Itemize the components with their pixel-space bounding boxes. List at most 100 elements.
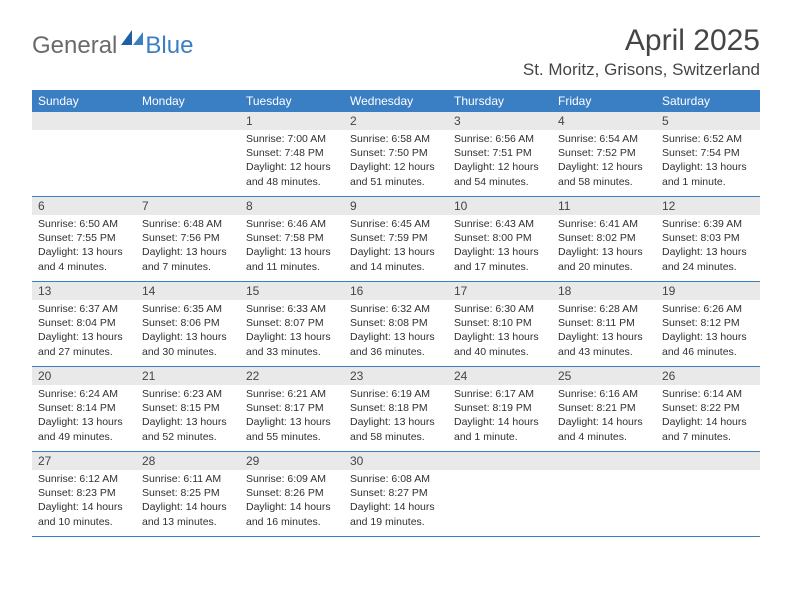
day-cell: 20Sunrise: 6:24 AMSunset: 8:14 PMDayligh… xyxy=(32,367,136,451)
sunset-text: Sunset: 8:19 PM xyxy=(454,401,546,415)
day-content: Sunrise: 6:28 AMSunset: 8:11 PMDaylight:… xyxy=(552,300,656,363)
day-number-empty xyxy=(656,452,760,470)
day-content: Sunrise: 6:12 AMSunset: 8:23 PMDaylight:… xyxy=(32,470,136,533)
day-cell: 5Sunrise: 6:52 AMSunset: 7:54 PMDaylight… xyxy=(656,112,760,196)
sunset-text: Sunset: 7:50 PM xyxy=(350,146,442,160)
day-number: 10 xyxy=(448,197,552,215)
week-row: 6Sunrise: 6:50 AMSunset: 7:55 PMDaylight… xyxy=(32,197,760,282)
sunset-text: Sunset: 7:51 PM xyxy=(454,146,546,160)
day-cell: 28Sunrise: 6:11 AMSunset: 8:25 PMDayligh… xyxy=(136,452,240,536)
day-content: Sunrise: 6:48 AMSunset: 7:56 PMDaylight:… xyxy=(136,215,240,278)
daylight-text-2: and 49 minutes. xyxy=(38,430,130,444)
daylight-text: Daylight: 13 hours xyxy=(142,415,234,429)
daylight-text: Daylight: 13 hours xyxy=(142,330,234,344)
day-number-empty xyxy=(448,452,552,470)
day-number: 6 xyxy=(32,197,136,215)
daylight-text-2: and 40 minutes. xyxy=(454,345,546,359)
sunset-text: Sunset: 8:00 PM xyxy=(454,231,546,245)
daylight-text: Daylight: 13 hours xyxy=(246,330,338,344)
daylight-text-2: and 11 minutes. xyxy=(246,260,338,274)
day-content: Sunrise: 7:00 AMSunset: 7:48 PMDaylight:… xyxy=(240,130,344,193)
day-number: 15 xyxy=(240,282,344,300)
day-cell: 27Sunrise: 6:12 AMSunset: 8:23 PMDayligh… xyxy=(32,452,136,536)
daylight-text-2: and 7 minutes. xyxy=(662,430,754,444)
daylight-text: Daylight: 14 hours xyxy=(246,500,338,514)
sunrise-text: Sunrise: 6:54 AM xyxy=(558,132,650,146)
sunset-text: Sunset: 8:10 PM xyxy=(454,316,546,330)
day-number: 13 xyxy=(32,282,136,300)
daylight-text: Daylight: 13 hours xyxy=(662,330,754,344)
daylight-text: Daylight: 13 hours xyxy=(558,245,650,259)
daylight-text: Daylight: 13 hours xyxy=(454,330,546,344)
page: General Blue April 2025 St. Moritz, Gris… xyxy=(0,0,792,537)
day-number: 4 xyxy=(552,112,656,130)
day-cell: 22Sunrise: 6:21 AMSunset: 8:17 PMDayligh… xyxy=(240,367,344,451)
day-content: Sunrise: 6:35 AMSunset: 8:06 PMDaylight:… xyxy=(136,300,240,363)
day-cell: 8Sunrise: 6:46 AMSunset: 7:58 PMDaylight… xyxy=(240,197,344,281)
daylight-text: Daylight: 13 hours xyxy=(350,245,442,259)
day-number: 2 xyxy=(344,112,448,130)
daylight-text: Daylight: 13 hours xyxy=(38,245,130,259)
sunset-text: Sunset: 8:06 PM xyxy=(142,316,234,330)
day-cell: 25Sunrise: 6:16 AMSunset: 8:21 PMDayligh… xyxy=(552,367,656,451)
day-content: Sunrise: 6:52 AMSunset: 7:54 PMDaylight:… xyxy=(656,130,760,193)
sunset-text: Sunset: 8:25 PM xyxy=(142,486,234,500)
sunset-text: Sunset: 7:54 PM xyxy=(662,146,754,160)
sunrise-text: Sunrise: 6:12 AM xyxy=(38,472,130,486)
daylight-text-2: and 4 minutes. xyxy=(38,260,130,274)
daylight-text-2: and 54 minutes. xyxy=(454,175,546,189)
sunset-text: Sunset: 7:52 PM xyxy=(558,146,650,160)
logo: General Blue xyxy=(32,24,193,61)
sunset-text: Sunset: 7:55 PM xyxy=(38,231,130,245)
daylight-text: Daylight: 14 hours xyxy=(558,415,650,429)
day-number: 27 xyxy=(32,452,136,470)
daylight-text-2: and 24 minutes. xyxy=(662,260,754,274)
daylight-text-2: and 30 minutes. xyxy=(142,345,234,359)
daylight-text: Daylight: 13 hours xyxy=(142,245,234,259)
sunset-text: Sunset: 8:15 PM xyxy=(142,401,234,415)
day-number: 25 xyxy=(552,367,656,385)
page-title: April 2025 xyxy=(523,24,760,58)
daylight-text-2: and 19 minutes. xyxy=(350,515,442,529)
day-number: 16 xyxy=(344,282,448,300)
daylight-text-2: and 13 minutes. xyxy=(142,515,234,529)
sunrise-text: Sunrise: 6:48 AM xyxy=(142,217,234,231)
sunrise-text: Sunrise: 6:21 AM xyxy=(246,387,338,401)
day-content: Sunrise: 6:30 AMSunset: 8:10 PMDaylight:… xyxy=(448,300,552,363)
day-number: 12 xyxy=(656,197,760,215)
daylight-text: Daylight: 14 hours xyxy=(454,415,546,429)
sunrise-text: Sunrise: 6:43 AM xyxy=(454,217,546,231)
day-content: Sunrise: 6:41 AMSunset: 8:02 PMDaylight:… xyxy=(552,215,656,278)
day-number-empty xyxy=(32,112,136,130)
sunset-text: Sunset: 8:12 PM xyxy=(662,316,754,330)
sunrise-text: Sunrise: 6:19 AM xyxy=(350,387,442,401)
day-number: 20 xyxy=(32,367,136,385)
sunrise-text: Sunrise: 6:17 AM xyxy=(454,387,546,401)
day-cell: 19Sunrise: 6:26 AMSunset: 8:12 PMDayligh… xyxy=(656,282,760,366)
daylight-text: Daylight: 13 hours xyxy=(662,160,754,174)
day-number: 3 xyxy=(448,112,552,130)
day-cell: 14Sunrise: 6:35 AMSunset: 8:06 PMDayligh… xyxy=(136,282,240,366)
sunset-text: Sunset: 8:22 PM xyxy=(662,401,754,415)
daylight-text-2: and 10 minutes. xyxy=(38,515,130,529)
sunrise-text: Sunrise: 6:50 AM xyxy=(38,217,130,231)
day-content: Sunrise: 6:50 AMSunset: 7:55 PMDaylight:… xyxy=(32,215,136,278)
day-cell: 3Sunrise: 6:56 AMSunset: 7:51 PMDaylight… xyxy=(448,112,552,196)
daylight-text-2: and 27 minutes. xyxy=(38,345,130,359)
day-content: Sunrise: 6:58 AMSunset: 7:50 PMDaylight:… xyxy=(344,130,448,193)
daylight-text-2: and 33 minutes. xyxy=(246,345,338,359)
sunset-text: Sunset: 8:26 PM xyxy=(246,486,338,500)
sunrise-text: Sunrise: 6:23 AM xyxy=(142,387,234,401)
day-number: 8 xyxy=(240,197,344,215)
daylight-text-2: and 17 minutes. xyxy=(454,260,546,274)
day-content: Sunrise: 6:43 AMSunset: 8:00 PMDaylight:… xyxy=(448,215,552,278)
sunset-text: Sunset: 8:03 PM xyxy=(662,231,754,245)
week-row: 27Sunrise: 6:12 AMSunset: 8:23 PMDayligh… xyxy=(32,452,760,537)
logo-text-general: General xyxy=(32,32,117,60)
weekday-header: Thursday xyxy=(448,90,552,112)
day-cell: 7Sunrise: 6:48 AMSunset: 7:56 PMDaylight… xyxy=(136,197,240,281)
day-content: Sunrise: 6:56 AMSunset: 7:51 PMDaylight:… xyxy=(448,130,552,193)
day-number: 26 xyxy=(656,367,760,385)
day-content: Sunrise: 6:11 AMSunset: 8:25 PMDaylight:… xyxy=(136,470,240,533)
sunrise-text: Sunrise: 6:37 AM xyxy=(38,302,130,316)
